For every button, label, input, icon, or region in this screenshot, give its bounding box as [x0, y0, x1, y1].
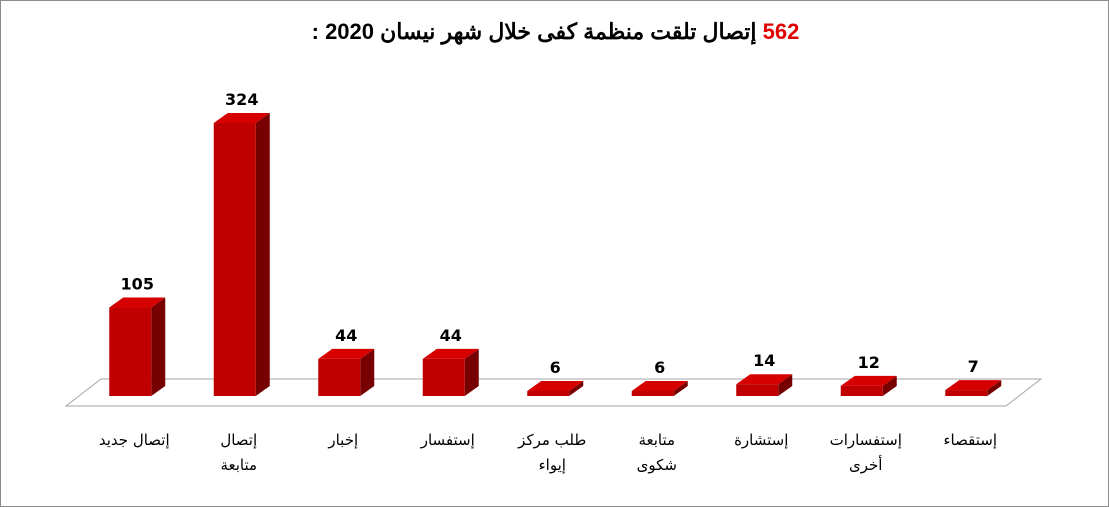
- bar-side: [151, 297, 166, 396]
- x-tick-label: إستفسار: [420, 431, 475, 449]
- bar-top: [318, 348, 375, 359]
- data-label: 14: [753, 351, 775, 370]
- bar-top: [631, 380, 688, 391]
- bar-side: [882, 375, 897, 396]
- bar: [109, 307, 152, 396]
- x-tick-label: إخبار: [327, 431, 358, 449]
- data-label: 6: [550, 358, 561, 377]
- x-tick-label: متابعة: [220, 456, 257, 474]
- x-tick-label: إستشارة: [734, 431, 788, 449]
- bar: [213, 123, 256, 396]
- data-label: 324: [225, 90, 258, 109]
- bar-side: [255, 113, 270, 396]
- x-tick-label: شكوى: [637, 456, 677, 474]
- title-text: إتصال تلقت منظمة كفى خلال شهر نيسان 2020…: [311, 19, 757, 44]
- bar: [318, 358, 361, 396]
- data-label: 12: [858, 353, 880, 372]
- bar: [631, 390, 674, 396]
- data-label: 44: [335, 326, 357, 345]
- x-tick-label: إيواء: [539, 456, 566, 474]
- bar-top: [840, 375, 897, 386]
- data-label: 7: [968, 357, 979, 376]
- data-label: 105: [121, 275, 154, 294]
- x-tick-label: إستقصاء: [944, 431, 997, 449]
- bar: [736, 384, 779, 396]
- bar-side: [987, 380, 1002, 396]
- bar-top: [109, 297, 166, 308]
- data-label: 44: [440, 326, 462, 345]
- bar-side: [464, 348, 479, 396]
- x-tick-label: متابعة: [638, 431, 675, 449]
- bar: [422, 358, 465, 396]
- bar: [945, 390, 988, 396]
- x-tick-label: إتصال جديد: [99, 431, 170, 449]
- bar-side: [778, 374, 793, 396]
- chart-title: 562 إتصال تلقت منظمة كفى خلال شهر نيسان …: [1, 19, 1108, 45]
- bar-top: [945, 380, 1002, 391]
- x-tick-label: أخرى: [849, 455, 882, 474]
- data-label: 6: [654, 358, 665, 377]
- bar-top: [527, 380, 584, 391]
- title-highlight: 562: [762, 19, 800, 44]
- bar-top: [422, 348, 479, 359]
- bar: [840, 385, 883, 396]
- bar-side: [673, 380, 688, 396]
- x-tick-label: إتصال: [220, 431, 257, 449]
- bar: [527, 390, 570, 396]
- x-tick-label: إستفسارات: [830, 431, 902, 449]
- bar-top: [213, 113, 270, 123]
- x-tick-label: طلب مركز: [517, 431, 586, 449]
- bar-top: [736, 374, 793, 385]
- bar-side: [569, 380, 584, 396]
- bar-side: [360, 348, 375, 396]
